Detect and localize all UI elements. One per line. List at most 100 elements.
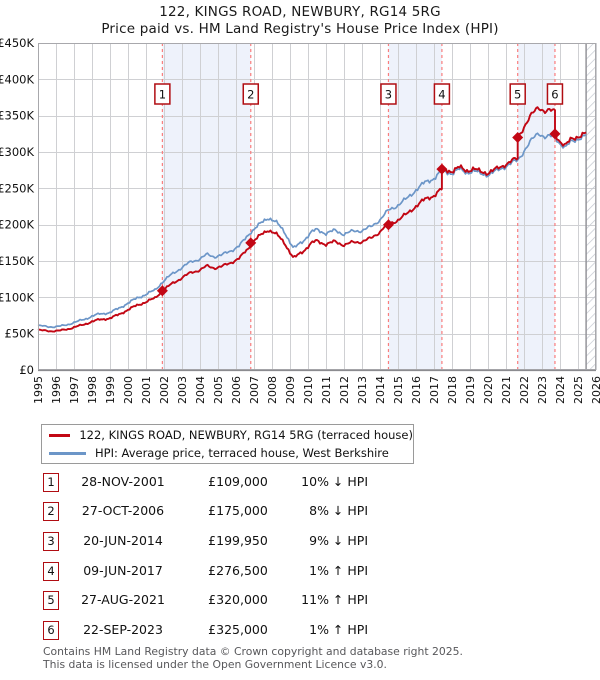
x-tick-label: 2017 bbox=[428, 376, 441, 404]
transaction-number-text: 3 bbox=[385, 88, 392, 102]
transaction-number-badge: 5 bbox=[43, 591, 59, 610]
transaction-vs-hpi: 10% ↓ HPI bbox=[301, 474, 368, 489]
x-tick-label: 2025 bbox=[572, 376, 585, 404]
transaction-number-box bbox=[242, 83, 260, 105]
hpi-line-swatch bbox=[49, 451, 86, 455]
transaction-number-badge: 4 bbox=[43, 562, 59, 581]
y-tick-label: £300K bbox=[0, 145, 34, 159]
sale-diamond-marker bbox=[156, 285, 168, 297]
transaction-number-badge: 1 bbox=[43, 473, 59, 492]
plot-border bbox=[38, 43, 596, 370]
y-tick-label: £350K bbox=[0, 109, 34, 123]
transaction-number-text: 6 bbox=[551, 88, 558, 102]
transaction-number-badge: 6 bbox=[43, 621, 59, 640]
x-tick-label: 1995 bbox=[32, 376, 45, 404]
x-tick-label: 2001 bbox=[140, 376, 153, 404]
transaction-date: 09-JUN-2017 bbox=[83, 563, 163, 578]
transaction-number-text: 4 bbox=[438, 88, 445, 102]
x-tick-label: 2022 bbox=[518, 376, 531, 404]
y-tick-label: £50K bbox=[5, 327, 35, 341]
x-tick-label: 2026 bbox=[590, 376, 600, 404]
legend-label: HPI: Average price, terraced house, West… bbox=[95, 446, 389, 460]
transaction-number-box bbox=[433, 83, 451, 105]
y-tick-label: £250K bbox=[0, 181, 34, 195]
sale-diamond-marker bbox=[245, 237, 257, 249]
chart-legend: 122, KINGS ROAD, NEWBURY, RG14 5RG (terr… bbox=[41, 424, 414, 464]
y-tick-label: £200K bbox=[0, 218, 34, 232]
transaction-row: 6 22-SEP-2023 £325,000 1% ↑ HPI bbox=[0, 621, 600, 641]
property-series-line bbox=[37, 106, 587, 333]
legend-item-property: 122, KINGS ROAD, NEWBURY, RG14 5RG (terr… bbox=[42, 428, 413, 443]
transaction-number-text: 5 bbox=[514, 88, 521, 102]
property-line-swatch bbox=[49, 433, 71, 437]
future-no-data-region bbox=[586, 43, 596, 370]
x-tick-label: 1999 bbox=[104, 376, 117, 404]
sale-diamond-marker bbox=[512, 131, 524, 143]
transaction-number-text: 2 bbox=[247, 88, 254, 102]
x-tick-label: 2012 bbox=[338, 376, 351, 404]
transaction-number-badge: 2 bbox=[43, 502, 59, 521]
transaction-row: 1 28-NOV-2001 £109,000 10% ↓ HPI bbox=[0, 473, 600, 493]
x-tick-label: 2015 bbox=[392, 376, 405, 404]
x-tick-label: 2020 bbox=[482, 376, 495, 404]
ownership-period-bands bbox=[162, 43, 555, 370]
x-tick-label: 2014 bbox=[374, 376, 387, 404]
x-tick-label: 2000 bbox=[122, 376, 135, 404]
transaction-row: 3 20-JUN-2014 £199,950 9% ↓ HPI bbox=[0, 532, 600, 552]
x-tick-label: 2009 bbox=[284, 376, 297, 404]
y-tick-label: £0 bbox=[19, 363, 34, 377]
x-tick-label: 2011 bbox=[320, 376, 333, 404]
x-tick-label: 2013 bbox=[356, 376, 369, 404]
price-history-chart: 1 2 3 4 5 6 £0 £50K £100K £150K £200K £250K £300K £35… bbox=[0, 36, 600, 404]
transaction-number-labels: 1 2 3 4 5 6 bbox=[154, 83, 564, 105]
x-tick-label: 2007 bbox=[248, 376, 261, 404]
x-tick-label: 2018 bbox=[446, 376, 459, 404]
x-tick-label: 2004 bbox=[194, 376, 207, 404]
transaction-number-text: 1 bbox=[159, 88, 166, 102]
transaction-vs-hpi: 8% ↓ HPI bbox=[309, 503, 368, 518]
legend-label: 122, KINGS ROAD, NEWBURY, RG14 5RG (terr… bbox=[79, 428, 413, 442]
transaction-vs-hpi: 11% ↑ HPI bbox=[301, 592, 368, 607]
transaction-vs-hpi: 1% ↑ HPI bbox=[309, 563, 368, 578]
x-tick-label: 2008 bbox=[266, 376, 279, 404]
transaction-number-box bbox=[380, 83, 397, 105]
copyright-line: Contains HM Land Registry data © Crown c… bbox=[43, 645, 463, 658]
y-tick-label: £450K bbox=[0, 36, 34, 50]
transaction-price: £276,500 bbox=[208, 563, 268, 578]
y-tick-label: £400K bbox=[0, 72, 34, 86]
x-axis-labels: 1995 1996 1997 1998 1999 2000 2001 2002 2003 2004… bbox=[32, 376, 600, 404]
transaction-price: £109,000 bbox=[208, 474, 268, 489]
gridlines bbox=[38, 43, 597, 370]
transaction-price: £175,000 bbox=[208, 503, 268, 518]
licence-line: This data is licensed under the Open Gov… bbox=[43, 658, 387, 671]
y-tick-label: £100K bbox=[0, 290, 34, 304]
page-subtitle: Price paid vs. HM Land Registry's House … bbox=[101, 21, 499, 37]
ownership-band bbox=[162, 43, 251, 370]
x-tick-label: 2016 bbox=[410, 376, 423, 404]
y-axis-labels: £0 £50K £100K £150K £200K £250K £300K £350K £400… bbox=[0, 36, 34, 377]
transaction-number-box bbox=[154, 83, 171, 105]
y-tick-label: £150K bbox=[0, 254, 34, 268]
transaction-vs-hpi: 9% ↓ HPI bbox=[309, 533, 368, 548]
transaction-number-badge: 3 bbox=[43, 532, 59, 551]
transaction-vs-hpi: 1% ↑ HPI bbox=[309, 622, 368, 637]
transaction-price: £325,000 bbox=[208, 622, 268, 637]
sale-diamond-marker bbox=[382, 219, 394, 231]
transaction-row: 5 27-AUG-2021 £320,000 11% ↑ HPI bbox=[0, 591, 600, 611]
legend-item-hpi: HPI: Average price, terraced house, West… bbox=[42, 446, 413, 461]
transaction-date: 22-SEP-2023 bbox=[83, 622, 163, 637]
x-tick-label: 2006 bbox=[230, 376, 243, 404]
x-tick-label: 2021 bbox=[500, 376, 513, 404]
transaction-date: 20-JUN-2014 bbox=[83, 533, 163, 548]
x-tick-label: 2003 bbox=[176, 376, 189, 404]
transaction-number-box bbox=[509, 83, 526, 105]
hpi-series-line bbox=[37, 132, 587, 329]
x-tick-label: 1996 bbox=[50, 376, 63, 404]
x-tick-label: 2010 bbox=[302, 376, 315, 404]
x-tick-label: 2024 bbox=[554, 376, 567, 404]
x-tick-label: 2002 bbox=[158, 376, 171, 404]
transaction-date: 28-NOV-2001 bbox=[81, 474, 165, 489]
x-tick-label: 1998 bbox=[86, 376, 99, 404]
transaction-row: 2 27-OCT-2006 £175,000 8% ↓ HPI bbox=[0, 502, 600, 522]
transaction-row: 4 09-JUN-2017 £276,500 1% ↑ HPI bbox=[0, 562, 600, 582]
